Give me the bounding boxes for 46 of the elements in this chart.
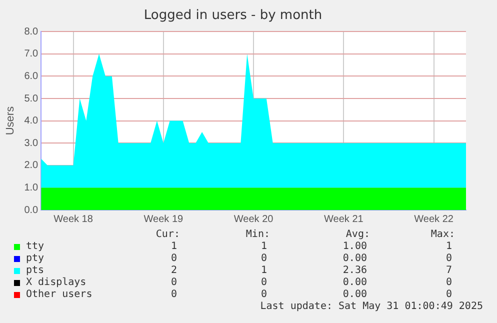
text: 1 bbox=[170, 241, 177, 253]
text: 0 bbox=[444, 289, 452, 301]
text: Avg: bbox=[344, 229, 370, 241]
legend-label: X displays bbox=[26, 277, 86, 289]
y-axis-title: Users bbox=[4, 106, 17, 136]
y-tick-label: 2.0 bbox=[24, 160, 39, 172]
text: 0.00 bbox=[342, 277, 367, 289]
y-tick-label: 8.0 bbox=[24, 26, 39, 38]
x-tick-label: Week 19 bbox=[144, 214, 184, 225]
chart-title: Logged in users - by month bbox=[144, 8, 322, 24]
legend-label: pty bbox=[26, 253, 44, 265]
text: 7 bbox=[444, 265, 452, 277]
y-tick-label: 0.0 bbox=[24, 204, 39, 216]
text: 0 bbox=[260, 253, 267, 265]
x-tick-label: Week 18 bbox=[54, 214, 94, 225]
text: 2.36 bbox=[342, 265, 367, 277]
text: 0 bbox=[170, 253, 177, 265]
text: 0 bbox=[444, 277, 452, 289]
x-tick-label: Week 21 bbox=[324, 214, 364, 225]
text: 0.00 bbox=[342, 289, 367, 301]
x-tick-label: Week 20 bbox=[234, 214, 274, 225]
legend-label: tty bbox=[26, 241, 44, 253]
text: Last update: Sat May 31 01:00:49 2025 bbox=[260, 301, 483, 313]
y-tick-label: 5.0 bbox=[24, 93, 39, 104]
y-tick-label: 6.0 bbox=[24, 70, 39, 82]
text: 0 bbox=[260, 289, 267, 301]
text: 0 bbox=[444, 253, 452, 265]
x-tick-label: Week 22 bbox=[414, 214, 454, 225]
y-tick-label: 4.0 bbox=[24, 116, 39, 127]
text: 0 bbox=[170, 277, 177, 289]
legend-label: pts bbox=[26, 265, 44, 277]
text: 1 bbox=[260, 241, 267, 253]
y-tick-label: 7.0 bbox=[24, 48, 39, 60]
text: 0 bbox=[170, 289, 177, 301]
legend-label: Other users bbox=[26, 289, 92, 301]
text: 0 bbox=[260, 277, 267, 289]
y-tick-label: 3.0 bbox=[24, 138, 39, 149]
y-tick-label: 1.0 bbox=[24, 182, 39, 194]
text: Min: bbox=[244, 229, 270, 241]
text: 2 bbox=[170, 265, 177, 277]
text: 0.00 bbox=[342, 253, 367, 265]
text: Cur: bbox=[154, 229, 180, 241]
text: 1 bbox=[444, 241, 452, 253]
text: Max: bbox=[430, 229, 455, 241]
text: 1.00 bbox=[342, 241, 367, 253]
text: 1 bbox=[260, 265, 267, 277]
